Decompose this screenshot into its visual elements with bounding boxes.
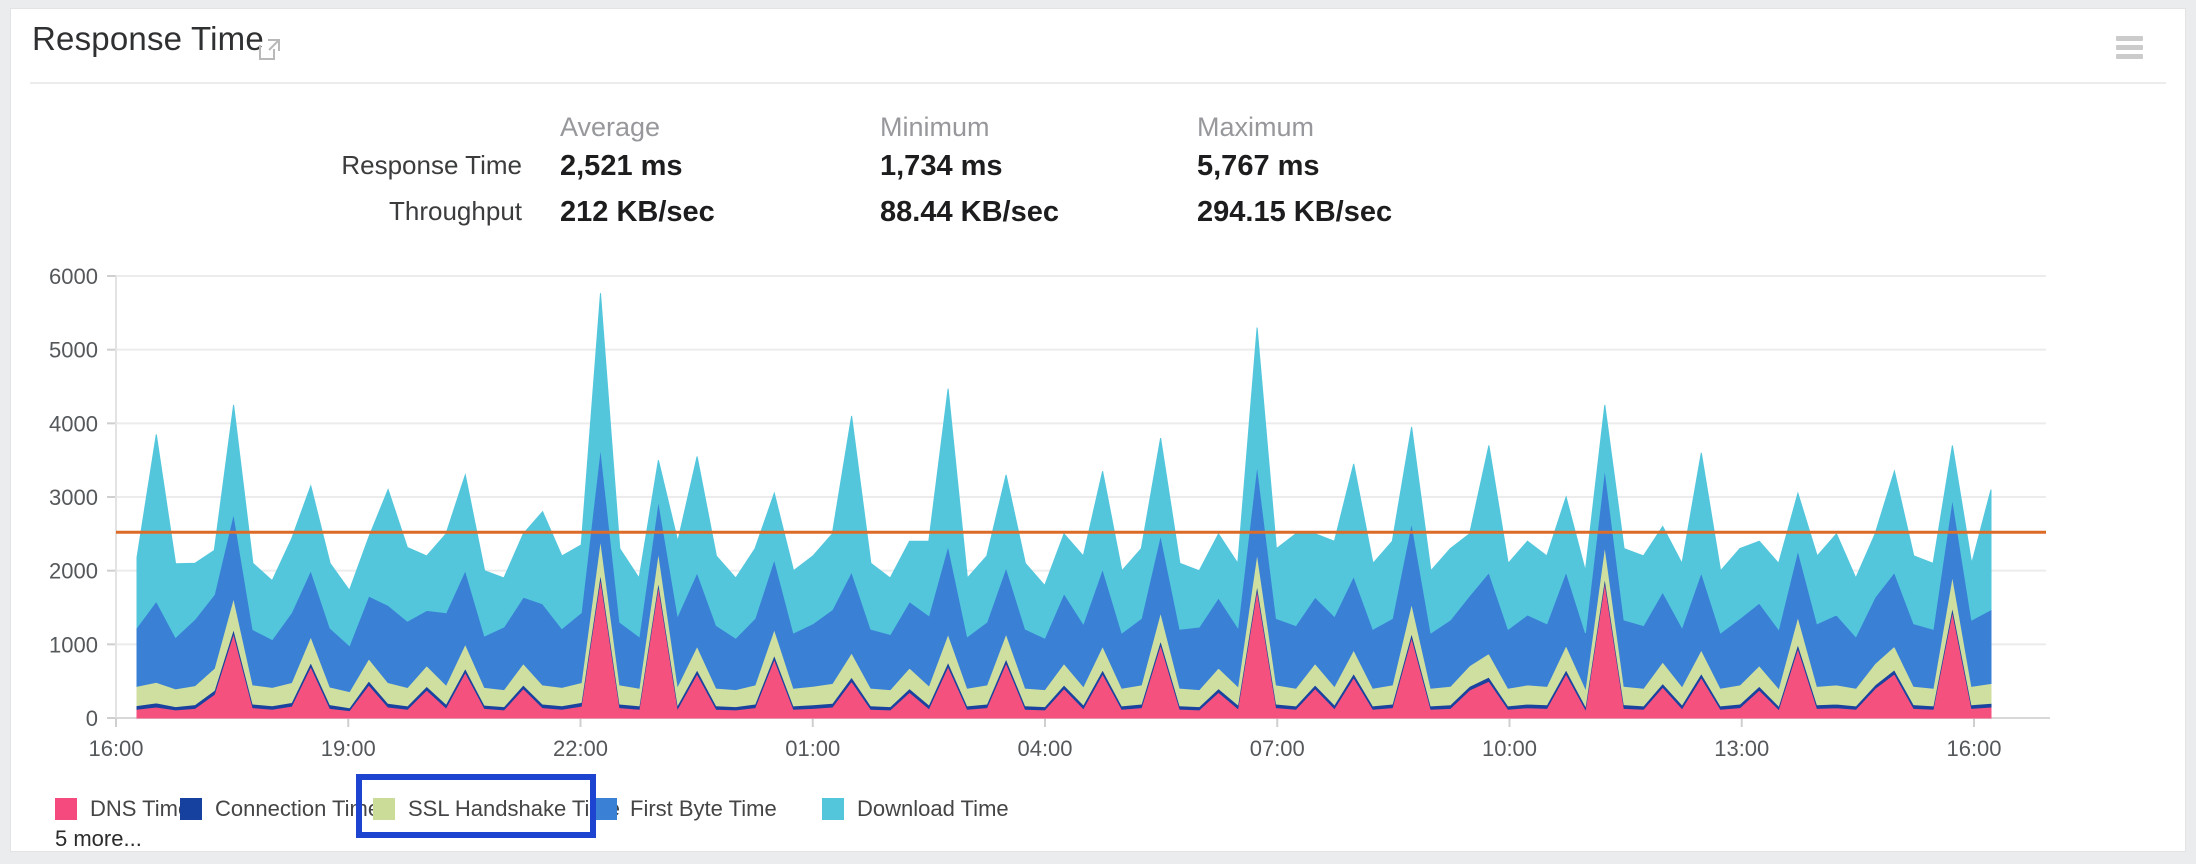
hamburger-bar (2116, 54, 2143, 59)
legend-swatch (180, 798, 202, 820)
x-axis-label: 04:00 (1017, 736, 1072, 761)
external-link-icon[interactable] (257, 37, 282, 62)
legend-swatch (595, 798, 617, 820)
stats-header-minimum: Minimum (880, 112, 990, 142)
stats-row-label-response-time: Response Time (341, 150, 522, 180)
x-axis: 16:00 19:00 22:00 01:00 04:00 07:00 10:00 13:00… (88, 718, 2002, 761)
y-axis-label: 5000 (49, 338, 98, 363)
legend-swatch (55, 798, 77, 820)
response-time-minimum-value: 1,734 ms (880, 150, 1003, 182)
throughput-minimum-value: 88.44 KB/sec (880, 196, 1059, 228)
legend-label: First Byte Time (630, 796, 777, 821)
legend-label: DNS Time (90, 796, 191, 821)
hamburger-menu-icon[interactable] (2116, 36, 2143, 59)
legend-more-link[interactable]: 5 more... (55, 826, 142, 851)
x-axis-label: 19:00 (321, 736, 376, 761)
throughput-average-value: 212 KB/sec (560, 196, 715, 228)
legend-label: Download Time (857, 796, 1009, 821)
legend-item-first-byte-time[interactable]: First Byte Time (595, 796, 777, 822)
y-axis-label: 1000 (49, 632, 98, 657)
response-time-maximum-value: 5,767 ms (1197, 150, 1320, 182)
y-axis-label: 4000 (49, 411, 98, 436)
legend-item-dns-time[interactable]: DNS Time (55, 796, 190, 822)
legend-label: SSL Handshake Time (408, 796, 620, 821)
stats-header-maximum: Maximum (1197, 112, 1315, 142)
hamburger-bar (2116, 36, 2143, 41)
x-axis-label: 01:00 (785, 736, 840, 761)
y-axis-label: 0 (86, 706, 98, 731)
stacked-area-download-time[interactable] (136, 293, 1992, 647)
y-axis-label: 3000 (49, 485, 98, 510)
throughput-maximum-value: 294.15 KB/sec (1197, 196, 1393, 228)
header-divider (30, 82, 2166, 84)
x-axis-label: 13:00 (1714, 736, 1769, 761)
legend-item-connection-time[interactable]: Connection Time (180, 796, 380, 822)
y-axis-label: 2000 (49, 559, 98, 584)
legend-item-download-time[interactable]: Download Time (822, 796, 1009, 822)
hamburger-bar (2116, 45, 2143, 50)
legend-swatch (822, 798, 844, 820)
x-axis-label: 16:00 (88, 736, 143, 761)
x-axis-label: 10:00 (1482, 736, 1537, 761)
legend-swatch (373, 798, 395, 820)
stacked-areas[interactable] (136, 293, 1992, 719)
legend-label: Connection Time (215, 796, 381, 821)
x-axis-label: 07:00 (1250, 736, 1305, 761)
x-axis-label: 16:00 (1946, 736, 2001, 761)
stats-header-average: Average (560, 112, 661, 142)
x-axis-label: 22:00 (553, 736, 608, 761)
y-axis-label: 6000 (49, 264, 98, 289)
response-time-average-value: 2,521 ms (560, 150, 683, 182)
stats-row-label-throughput: Throughput (389, 196, 522, 226)
legend-item-ssl-handshake-time[interactable]: SSL Handshake Time (373, 796, 620, 822)
widget-title: Response Time (32, 20, 264, 57)
